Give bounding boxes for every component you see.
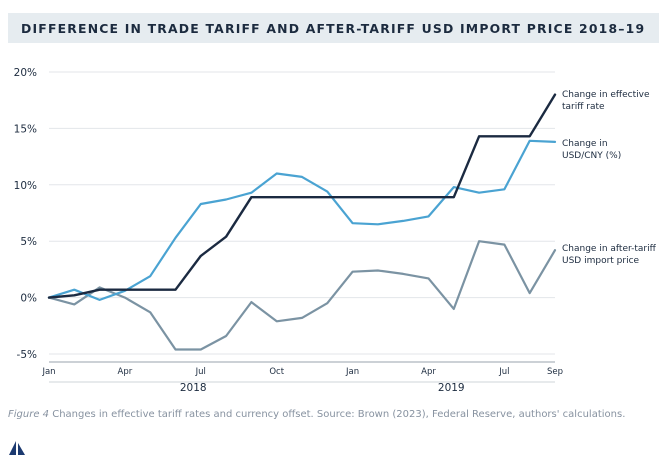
y-tick-label: -5% [17, 349, 37, 361]
series-label: USD import price [562, 256, 640, 266]
y-tick-label: 20% [14, 67, 37, 79]
x-tick-label: Jul [195, 367, 206, 377]
x-tick-label: Jan [41, 367, 55, 377]
tariff-rate-line [47, 93, 557, 299]
x-tick-label: Jan [345, 367, 359, 377]
series-label: Change in after-tariff [562, 244, 657, 254]
x-tick-label: Sep [547, 367, 563, 377]
series-label: USD/CNY (%) [562, 151, 621, 161]
x-tick-label: Apr [421, 367, 436, 377]
series-label: tariff rate [562, 102, 605, 112]
year-label: 2018 [180, 382, 207, 394]
y-tick-label: 15% [14, 123, 37, 135]
line-chart: 20% 15% 10% 5% 0% -5% Jan Apr Jul Oct Jan Apr Jul Sep… [14, 67, 657, 394]
title-bar: DIFFERENCE IN TRADE TARIFF AND AFTER-TAR… [8, 13, 659, 43]
x-tick-label: Oct [269, 367, 284, 377]
y-tick-label: 0% [20, 293, 37, 305]
figure-caption: Figure 4 Changes in effective tariff rat… [8, 409, 625, 420]
x-tick-label: Jul [498, 367, 509, 377]
figure-label: Figure 4 [8, 409, 50, 420]
sailboat-logo-icon [9, 441, 25, 455]
usd-cny-line [47, 139, 557, 301]
caption-text: Changes in effective tariff rates and cu… [49, 409, 626, 420]
series-label: Change in [562, 139, 608, 149]
year-label: 2019 [438, 382, 465, 394]
import-price-line [47, 240, 557, 351]
y-tick-label: 5% [20, 236, 37, 248]
x-tick-label: Apr [118, 367, 133, 377]
series-label: Change in effective [562, 90, 650, 100]
chart-title: DIFFERENCE IN TRADE TARIFF AND AFTER-TAR… [21, 20, 646, 36]
y-tick-label: 10% [14, 180, 37, 192]
